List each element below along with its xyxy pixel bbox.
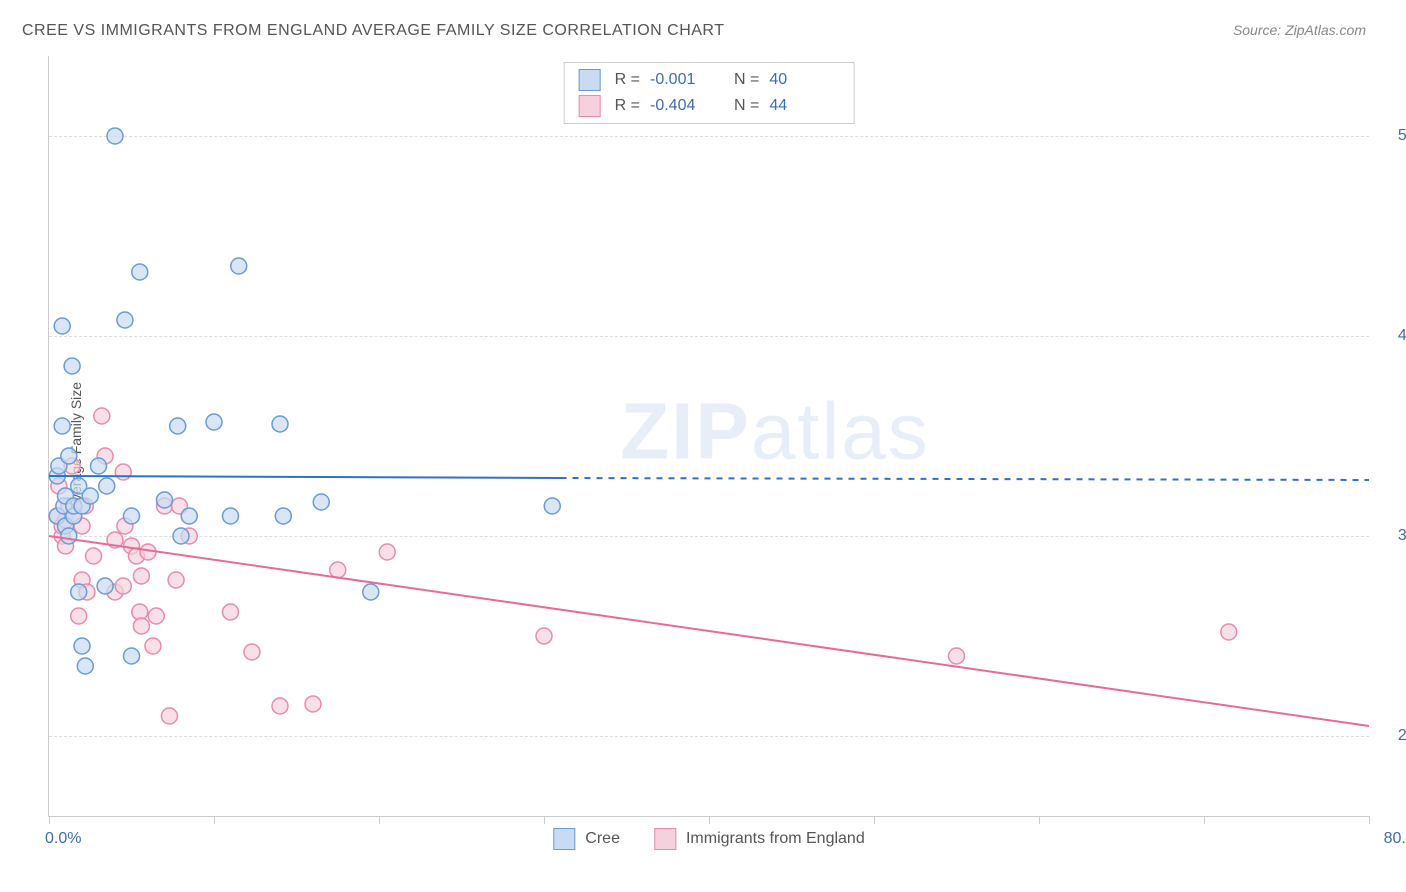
- scatter-point-cree: [82, 488, 98, 504]
- scatter-point-cree: [71, 584, 87, 600]
- plot-svg: [49, 56, 1369, 816]
- plot-area: ZIPatlas 2.003.004.005.00 0.0% 80.0% R =…: [48, 56, 1369, 817]
- r-value-cree: -0.001: [650, 71, 720, 89]
- scatter-point-cree: [61, 448, 77, 464]
- scatter-point-england: [949, 648, 965, 664]
- scatter-point-england: [115, 578, 131, 594]
- scatter-point-cree: [223, 508, 239, 524]
- scatter-point-england: [379, 544, 395, 560]
- scatter-point-cree: [124, 648, 140, 664]
- source-name: ZipAtlas.com: [1285, 22, 1366, 38]
- r-value-england: -0.404: [650, 97, 720, 115]
- x-tick: [709, 816, 710, 824]
- scatter-point-england: [71, 608, 87, 624]
- scatter-point-england: [305, 696, 321, 712]
- scatter-point-cree: [117, 312, 133, 328]
- scatter-point-england: [133, 568, 149, 584]
- scatter-point-cree: [61, 528, 77, 544]
- scatter-point-england: [272, 698, 288, 714]
- scatter-point-england: [244, 644, 260, 660]
- scatter-point-england: [223, 604, 239, 620]
- scatter-point-england: [161, 708, 177, 724]
- scatter-point-england: [148, 608, 164, 624]
- scatter-point-cree: [64, 358, 80, 374]
- source-prefix: Source:: [1233, 22, 1285, 38]
- legend-label-england: Immigrants from England: [686, 830, 865, 848]
- scatter-point-cree: [54, 418, 70, 434]
- r-label: R =: [615, 71, 640, 89]
- scatter-point-england: [94, 408, 110, 424]
- y-tick-label: 4.00: [1374, 327, 1406, 345]
- scatter-point-cree: [275, 508, 291, 524]
- legend-stats-row: R = -0.001 N = 40: [579, 67, 840, 93]
- x-tick: [49, 816, 50, 824]
- trend-line-england: [49, 536, 1369, 726]
- n-label: N =: [734, 71, 759, 89]
- scatter-point-england: [536, 628, 552, 644]
- legend-swatch-england: [654, 828, 676, 850]
- scatter-point-cree: [170, 418, 186, 434]
- scatter-point-cree: [363, 584, 379, 600]
- scatter-point-england: [1221, 624, 1237, 640]
- x-tick: [1369, 816, 1370, 824]
- scatter-point-cree: [206, 414, 222, 430]
- scatter-point-cree: [91, 458, 107, 474]
- chart-title: CREE VS IMMIGRANTS FROM ENGLAND AVERAGE …: [22, 22, 724, 40]
- scatter-point-cree: [272, 416, 288, 432]
- scatter-point-england: [86, 548, 102, 564]
- n-value-cree: 40: [769, 71, 839, 89]
- legend-swatch-england: [579, 95, 601, 117]
- x-tick: [1039, 816, 1040, 824]
- scatter-point-cree: [54, 318, 70, 334]
- n-value-england: 44: [769, 97, 839, 115]
- scatter-point-cree: [99, 478, 115, 494]
- scatter-point-cree: [157, 492, 173, 508]
- x-tick: [379, 816, 380, 824]
- legend-swatch-cree: [553, 828, 575, 850]
- scatter-point-cree: [77, 658, 93, 674]
- x-axis-max-label: 80.0%: [1374, 830, 1406, 848]
- scatter-point-cree: [544, 498, 560, 514]
- scatter-point-england: [168, 572, 184, 588]
- scatter-point-cree: [313, 494, 329, 510]
- y-tick-label: 2.00: [1374, 727, 1406, 745]
- x-tick: [544, 816, 545, 824]
- x-tick: [874, 816, 875, 824]
- x-tick: [1204, 816, 1205, 824]
- scatter-point-cree: [124, 508, 140, 524]
- scatter-point-cree: [181, 508, 197, 524]
- scatter-point-cree: [132, 264, 148, 280]
- scatter-point-england: [115, 464, 131, 480]
- y-tick-label: 3.00: [1374, 527, 1406, 545]
- x-tick: [214, 816, 215, 824]
- r-label: R =: [615, 97, 640, 115]
- source-attribution: Source: ZipAtlas.com: [1233, 22, 1366, 38]
- y-tick-label: 5.00: [1374, 127, 1406, 145]
- scatter-point-cree: [173, 528, 189, 544]
- scatter-point-cree: [97, 578, 113, 594]
- legend-swatch-cree: [579, 69, 601, 91]
- trend-line-dashed-cree: [561, 478, 1370, 480]
- legend-stats: R = -0.001 N = 40 R = -0.404 N = 44: [564, 62, 855, 124]
- scatter-point-cree: [231, 258, 247, 274]
- scatter-point-cree: [74, 638, 90, 654]
- x-axis-min-label: 0.0%: [45, 830, 81, 848]
- legend-stats-row: R = -0.404 N = 44: [579, 93, 840, 119]
- legend-series: Cree Immigrants from England: [553, 828, 864, 850]
- scatter-point-england: [330, 562, 346, 578]
- scatter-point-england: [145, 638, 161, 654]
- scatter-point-cree: [107, 128, 123, 144]
- legend-label-cree: Cree: [585, 830, 620, 848]
- scatter-point-england: [133, 618, 149, 634]
- n-label: N =: [734, 97, 759, 115]
